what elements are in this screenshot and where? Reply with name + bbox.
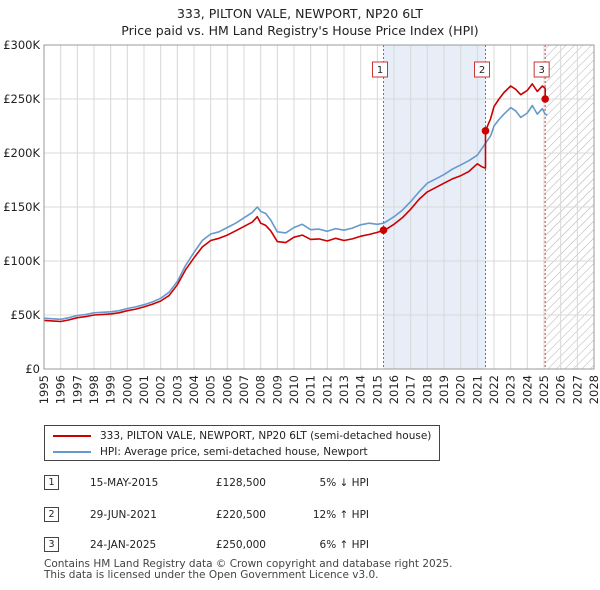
x-tick-label: 2018 <box>420 375 434 404</box>
x-tick-label: 1996 <box>54 375 68 404</box>
x-tick-label: 2027 <box>570 375 584 404</box>
x-tick-label: 2012 <box>320 375 334 404</box>
transaction-number: 1 <box>44 475 59 490</box>
transaction-hpi-diff: 5% ↓ HPI <box>319 477 369 489</box>
legend-swatch-price <box>53 435 91 437</box>
x-tick-label: 1997 <box>70 375 84 404</box>
transaction-box-label: 3 <box>538 65 544 76</box>
x-tick-label: 2004 <box>187 375 201 404</box>
hpi-series-line <box>43 104 548 321</box>
transaction-date: 24-JAN-2025 <box>90 539 157 551</box>
transaction-price: £250,000 <box>215 539 266 551</box>
x-tick-label: 2010 <box>287 375 301 404</box>
x-tick-label: 1999 <box>104 375 118 404</box>
transaction-row: 3 24-JAN-2025 £250,000 6% ↑ HPI <box>44 535 464 555</box>
transaction-date: 29-JUN-2021 <box>90 509 157 521</box>
transaction-row: 1 15-MAY-2015 £128,500 5% ↓ HPI <box>44 473 464 493</box>
legend-swatch-hpi <box>53 451 91 453</box>
y-tick-label: £0 <box>25 362 40 376</box>
transaction-hpi-diff: 12% ↑ HPI <box>312 509 369 521</box>
x-tick-label: 2023 <box>504 375 518 404</box>
x-tick-label: 2006 <box>220 375 234 404</box>
x-tick-label: 1995 <box>37 375 51 404</box>
transaction-point <box>541 95 549 103</box>
transaction-box <box>474 61 490 78</box>
transaction-price: £128,500 <box>215 477 266 489</box>
x-tick-label: 2015 <box>370 375 384 404</box>
transaction-date: 15-MAY-2015 <box>90 477 159 489</box>
y-tick-label: £300K <box>3 38 40 52</box>
chart-title: 333, PILTON VALE, NEWPORT, NP20 6LT <box>176 6 424 21</box>
x-tick-label: 2025 <box>537 375 551 404</box>
legend-label-hpi: HPI: Average price, semi-detached house,… <box>100 446 368 458</box>
copyright-footer: Contains HM Land Registry data © Crown c… <box>44 558 453 581</box>
legend: 333, PILTON VALE, NEWPORT, NP20 6LT (sem… <box>44 425 440 461</box>
x-tick-label: 2013 <box>337 375 351 404</box>
chart-subtitle: Price paid vs. HM Land Registry's House … <box>121 23 479 38</box>
y-tick-label: £100K <box>3 254 40 268</box>
transaction-row: 2 29-JUN-2021 £220,500 12% ↑ HPI <box>44 505 464 525</box>
transaction-box-label: 1 <box>377 65 383 76</box>
transaction-price: £220,500 <box>215 509 266 521</box>
x-tick-label: 2000 <box>120 375 134 404</box>
x-tick-label: 2021 <box>470 375 484 404</box>
y-tick-label: £150K <box>3 200 40 214</box>
transaction-box <box>372 61 388 78</box>
transaction-point <box>481 127 490 135</box>
plot-frame <box>43 44 595 370</box>
legend-label-price: 333, PILTON VALE, NEWPORT, NP20 6LT (sem… <box>100 430 432 442</box>
x-tick-label: 2019 <box>437 375 451 404</box>
x-tick-label: 2014 <box>354 375 368 404</box>
transaction-box-label: 2 <box>479 65 485 76</box>
y-tick-label: £50K <box>11 308 41 322</box>
x-tick-label: 2017 <box>404 375 418 404</box>
x-tick-label: 2026 <box>554 375 568 404</box>
x-tick-label: 2020 <box>454 375 468 404</box>
x-tick-label: 2007 <box>237 375 251 404</box>
x-tick-label: 2008 <box>254 375 268 404</box>
transaction-number: 2 <box>44 507 59 522</box>
x-tick-label: 2028 <box>587 375 600 404</box>
x-tick-label: 1998 <box>87 375 101 404</box>
x-tick-label: 2002 <box>154 375 168 404</box>
transaction-number: 3 <box>44 537 59 552</box>
x-tick-label: 2024 <box>520 375 534 404</box>
transaction-box <box>533 61 550 78</box>
x-tick-label: 2016 <box>387 375 401 404</box>
x-tick-label: 2022 <box>487 375 501 404</box>
x-tick-label: 2003 <box>170 375 184 404</box>
x-tick-label: 2011 <box>304 375 318 404</box>
x-tick-label: 2009 <box>270 375 284 404</box>
y-tick-label: £250K <box>3 92 40 106</box>
price-series-line <box>43 83 548 323</box>
x-tick-label: 2001 <box>137 375 151 404</box>
chart-title-block: 333, PILTON VALE, NEWPORT, NP20 6LT Pric… <box>0 5 600 39</box>
y-tick-label: £200K <box>3 146 40 160</box>
transaction-point <box>379 226 388 235</box>
transaction-hpi-diff: 6% ↑ HPI <box>319 539 369 551</box>
x-tick-label: 2005 <box>204 375 218 404</box>
